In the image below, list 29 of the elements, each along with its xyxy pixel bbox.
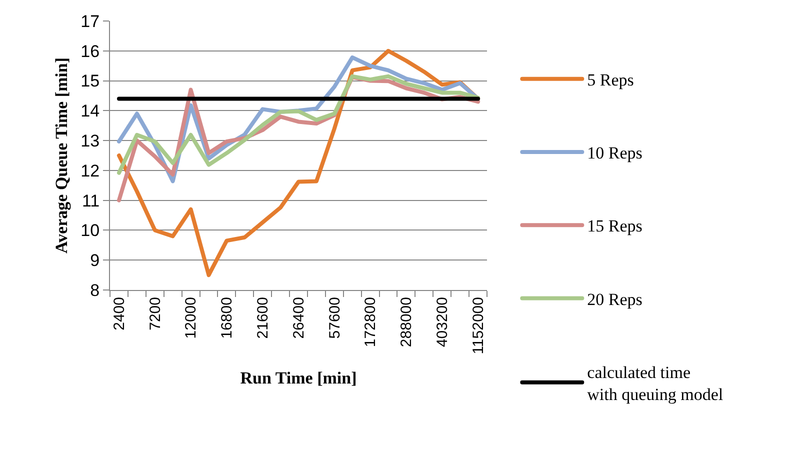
y-tick-label: 14 <box>80 102 100 121</box>
x-tick-label: 12000 <box>182 297 200 339</box>
y-tick-label: 9 <box>90 251 100 270</box>
y-tick-label: 15 <box>80 72 100 91</box>
x-tick-label: 1152000 <box>470 297 487 354</box>
y-tick-label: 13 <box>80 132 100 151</box>
legend-label: 10 Reps <box>587 144 642 163</box>
x-axis-title: Run Time [min] <box>240 368 357 388</box>
legend-label: 15 Reps <box>587 216 642 236</box>
x-tick-label: 288000 <box>398 297 416 348</box>
x-tick-label: 16800 <box>218 297 236 339</box>
x-tick-label: 403200 <box>434 297 451 348</box>
legend-label: 20 Reps <box>587 290 642 309</box>
x-tick-label: 7200 <box>146 297 164 330</box>
x-tick-label: 2400 <box>110 297 128 330</box>
x-tick-label: 57600 <box>326 297 344 339</box>
line-series <box>116 74 480 175</box>
y-tick-label: 17 <box>80 12 100 31</box>
y-tick-label: 11 <box>82 191 100 210</box>
y-tick-label: 16 <box>80 42 100 61</box>
y-tick-label: 12 <box>80 161 100 180</box>
x-tick-label: 21600 <box>254 297 272 339</box>
y-tick-label: 8 <box>90 280 100 300</box>
legend-label: 5 Reps <box>587 70 634 90</box>
legend-label: calculated time with queuing model <box>587 362 724 404</box>
x-tick-label: 26400 <box>290 297 308 339</box>
y-tick-label: 10 <box>80 221 100 240</box>
x-tick-label: 172800 <box>362 297 380 348</box>
y-axis-title: Average Queue Time [min] <box>52 58 72 254</box>
